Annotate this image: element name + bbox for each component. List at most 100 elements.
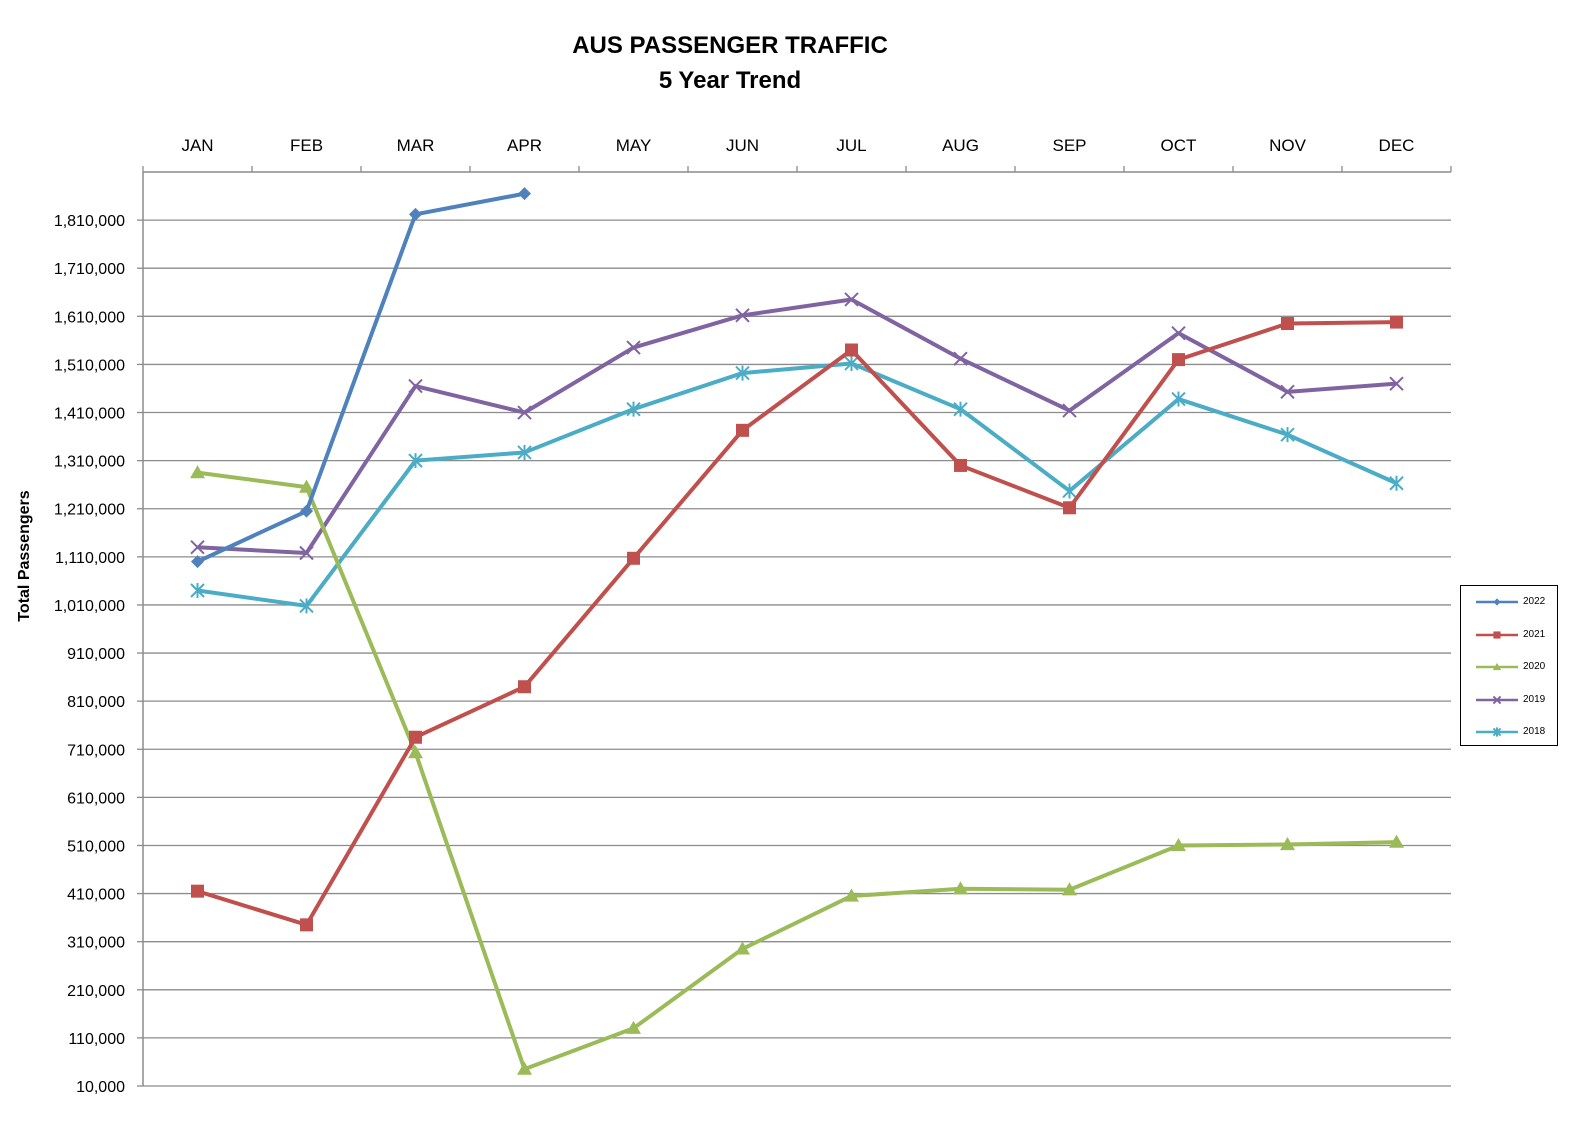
data-point xyxy=(845,343,858,357)
y-tick-label: 1,410,000 xyxy=(54,406,125,423)
legend-item-2019: 2019 xyxy=(1473,692,1555,708)
y-tick-label: 410,000 xyxy=(67,887,125,904)
data-point xyxy=(300,504,313,518)
data-point xyxy=(191,555,204,569)
data-point xyxy=(409,730,422,744)
data-point xyxy=(736,423,749,437)
y-tick-label: 1,110,000 xyxy=(55,550,125,567)
series-2022 xyxy=(191,187,531,569)
y-tick-label: 1,810,000 xyxy=(54,213,125,230)
data-point xyxy=(1492,695,1502,704)
legend-label: 2021 xyxy=(1523,628,1546,640)
chart-title: AUS PASSENGER TRAFFIC 5 Year Trend xyxy=(430,28,1030,98)
data-point xyxy=(626,1020,641,1034)
data-point xyxy=(190,465,205,479)
data-point xyxy=(517,444,532,460)
data-point xyxy=(299,598,314,614)
data-point xyxy=(299,545,314,561)
series-2019 xyxy=(190,292,1404,561)
data-point xyxy=(735,365,750,381)
legend: 2022 2021 2020 2019 2018 xyxy=(1460,585,1558,746)
y-tick-label: 310,000 xyxy=(67,935,125,952)
series-line-2019 xyxy=(197,297,1397,555)
data-point xyxy=(1280,384,1295,400)
y-tick-label: 1,010,000 xyxy=(54,598,125,615)
data-point xyxy=(626,340,641,355)
data-point xyxy=(518,187,531,201)
data-point xyxy=(1389,376,1404,391)
data-point xyxy=(299,479,314,493)
legend-item-2020: 2020 xyxy=(1473,659,1555,675)
series-line-2021 xyxy=(196,320,1397,927)
x-tick-label: AUG xyxy=(942,136,979,155)
data-point xyxy=(190,540,205,555)
legend-label: 2018 xyxy=(1523,726,1546,737)
data-point xyxy=(1172,353,1185,367)
y-tick-label: 810,000 xyxy=(67,694,125,711)
data-point xyxy=(408,378,423,394)
data-point xyxy=(953,881,968,895)
data-point xyxy=(1389,834,1404,848)
data-point xyxy=(1281,317,1294,331)
data-point xyxy=(517,1061,532,1075)
series-line-2018 xyxy=(197,361,1398,608)
series-line-2020 xyxy=(197,470,1397,1072)
data-point xyxy=(735,308,750,323)
y-tick-label: 510,000 xyxy=(67,838,125,855)
y-tick-label: 210,000 xyxy=(67,983,125,1000)
data-point xyxy=(190,583,205,599)
data-point xyxy=(1062,483,1077,499)
data-point xyxy=(844,355,859,371)
series-line-2022 xyxy=(196,191,525,564)
data-point xyxy=(1493,598,1501,606)
legend-swatch xyxy=(1476,630,1518,639)
legend-item-2021: 2021 xyxy=(1473,627,1555,643)
data-point xyxy=(1492,727,1502,737)
data-point xyxy=(627,551,640,565)
y-tick-label: 110,000 xyxy=(68,1031,125,1048)
data-point xyxy=(1492,662,1502,671)
legend-item-2022: 2022 xyxy=(1473,594,1555,610)
chart-title-line-2: 5 Year Trend xyxy=(658,67,802,94)
data-point xyxy=(300,918,313,932)
x-tick-label: MAY xyxy=(616,136,652,155)
y-tick-label: 1,710,000 xyxy=(54,261,125,278)
legend-swatch xyxy=(1476,598,1518,606)
y-tick-label: 1,510,000 xyxy=(54,357,125,374)
data-point xyxy=(844,888,859,902)
y-tick-label: 1,310,000 xyxy=(54,454,125,471)
data-point xyxy=(1171,837,1186,852)
series-2018 xyxy=(190,355,1404,614)
data-point xyxy=(953,351,968,366)
data-point xyxy=(1280,837,1295,851)
data-point xyxy=(409,207,422,221)
data-point xyxy=(518,680,531,694)
data-point xyxy=(517,405,532,420)
data-point xyxy=(1280,427,1295,443)
series-2020 xyxy=(190,465,1404,1075)
data-point xyxy=(953,401,968,417)
x-tick-label: DEC xyxy=(1379,136,1415,155)
data-point xyxy=(626,401,641,417)
x-tick-label: APR xyxy=(507,136,542,155)
x-tick-label: OCT xyxy=(1161,136,1197,155)
series-2021 xyxy=(191,315,1403,932)
x-tick-label: JUN xyxy=(726,136,759,155)
data-point xyxy=(844,292,859,307)
y-tick-label: 1,210,000 xyxy=(54,502,125,519)
y-tick-label: 10,000 xyxy=(76,1079,125,1096)
y-tick-label: 710,000 xyxy=(67,742,125,759)
legend-label: 2019 xyxy=(1523,693,1546,705)
x-tick-label: MAR xyxy=(397,136,435,155)
data-point xyxy=(735,941,750,955)
data-point xyxy=(1171,391,1186,407)
data-point xyxy=(1390,315,1403,329)
x-tick-label: FEB xyxy=(290,136,323,155)
legend-label: 2020 xyxy=(1523,661,1546,672)
legend-swatch xyxy=(1476,727,1518,737)
data-point xyxy=(408,745,423,759)
chart-title-line-1: AUS PASSENGER TRAFFIC xyxy=(572,32,888,59)
x-tick-label: JUL xyxy=(836,136,866,155)
data-point xyxy=(1493,630,1501,639)
